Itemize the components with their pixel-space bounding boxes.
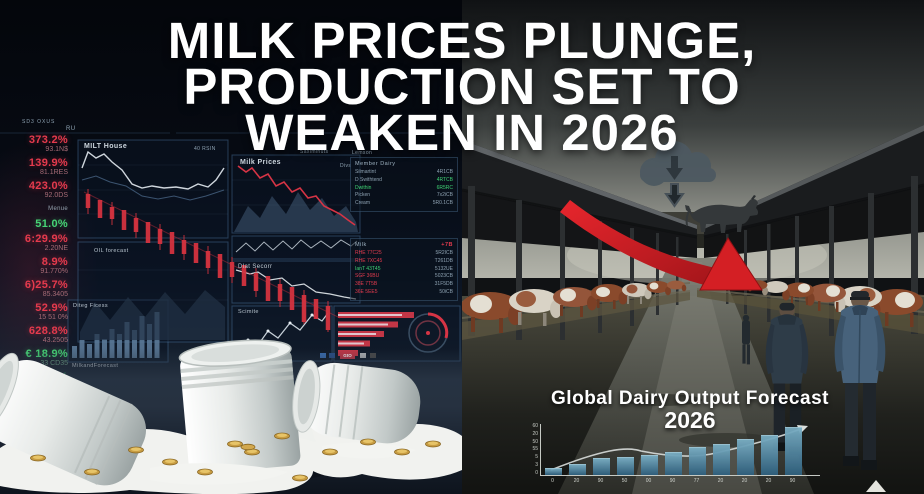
dashboard-header-left: SD3 OXUS	[22, 119, 56, 125]
ticker-item: Menue	[48, 206, 68, 212]
forecast-x-tick: 0	[551, 478, 554, 484]
forecast-plot	[540, 424, 820, 476]
barn-scene: Global Dairy Output Forecast 2026 60 20 50…	[462, 0, 924, 494]
table-title: Milk	[355, 242, 367, 248]
ticker-item: 51.0%	[35, 218, 68, 230]
panel-label-oil: OIL forecast	[94, 248, 129, 254]
table-row: Cream 5R0.1CB	[355, 200, 453, 207]
dashboard-charts-decor	[0, 132, 462, 363]
table-milk: Milk +7B RHE 77C25 5R2ICB RHE 7XC45 T261DB I…	[350, 238, 458, 301]
forecast-y-tick: 55	[532, 446, 538, 453]
forecast-y-tick: 20	[532, 430, 538, 437]
panel-label-milt: MILT House	[84, 143, 128, 150]
forecast-y-tick: 50	[532, 438, 538, 445]
milk-can-right	[292, 360, 421, 444]
table-row: Picken 7x2iCB	[355, 192, 453, 199]
farmer-right	[834, 291, 886, 470]
milk-can-left	[0, 352, 147, 486]
forecast-bar	[761, 435, 778, 475]
cloud-download-icon	[640, 141, 716, 186]
ticker-item: 628.8% 43.2505	[28, 325, 68, 344]
gold-coins	[30, 432, 441, 482]
dashboard-header-right: RU	[66, 126, 76, 132]
forecast-bar-chart: 60 20 50 55 5 3 0 0 20 90 50 00 90 77 20 20 20 90	[524, 424, 820, 490]
headline-line-2: PRODUCTION SET TO	[183, 58, 741, 115]
forecast-x-tick: 20	[573, 478, 580, 484]
spilled-milk-cans	[0, 339, 462, 494]
forecast-bar	[545, 468, 562, 475]
panel-label-milt-right: 40 RSIN	[194, 146, 216, 152]
ticker-item: 52.9% 15 51 0%	[35, 302, 68, 321]
ticker-item: 373.2% 93.1N$	[28, 134, 68, 153]
forecast-bar	[641, 455, 658, 475]
forecast-title: Global Dairy Output Forecast	[551, 388, 829, 409]
dashboard-scene: 373.2% 93.1N$ 139.9% 81.1RES 423.0% 92.0DS Men…	[0, 0, 462, 494]
panel-label-dlat: Dlat Secorr	[238, 264, 273, 270]
table-row: 36E 5EE5 50iCB	[355, 288, 453, 295]
ticker-item: 139.9% 81.1RES	[28, 157, 68, 176]
ticker-item: 8.9% 91.770%	[40, 256, 68, 275]
headline-line-1: MILK PRICES PLUNGE,	[167, 12, 757, 69]
cow-silhouette-icon	[685, 195, 759, 233]
table-row: RHE 77C25 5R2ICB	[355, 250, 453, 256]
forecast-bar	[617, 457, 634, 475]
forecast-bar	[785, 426, 802, 475]
panel-label-milk-prices-right: Divs	[340, 163, 352, 169]
table-row: Silmartint 4R1CB	[355, 169, 453, 175]
panel-label-bars: Diteg Ficess	[73, 303, 109, 309]
forecast-x-labels: 0 20 90 50 00 90 77 20 20 20 90	[540, 476, 820, 484]
forecast-bar	[737, 439, 754, 475]
forecast-x-tick: 00	[645, 478, 652, 484]
panel-label-lemson: Lemson	[352, 150, 373, 156]
table-row: 38E 7T5B 31F5DB	[355, 281, 453, 288]
forecast-year: 2026	[664, 407, 716, 433]
forecast-bar	[713, 443, 730, 475]
ticker-item: 6:29.9% 2.20NE	[24, 233, 68, 252]
up-triangle-marker	[866, 480, 886, 492]
cows-left	[462, 280, 687, 333]
forecast-x-tick: 20	[741, 478, 748, 484]
headline-line-3: WEAKEN IN 2026	[245, 104, 679, 161]
forecast-x-tick: 90	[789, 478, 796, 484]
forecast-x-tick: 90	[597, 478, 604, 484]
forecast-x-tick: 77	[693, 478, 700, 484]
forecast-y-tick: 0	[535, 469, 538, 476]
table-row: SGF 36BU 5023CB	[355, 273, 453, 280]
down-arrow-icon	[664, 183, 685, 208]
forecast-x-tick: 20	[717, 478, 724, 484]
table-badge: +7B	[441, 242, 453, 248]
ticker-item: 423.0% 92.0DS	[28, 180, 68, 199]
forecast-x-tick: 50	[621, 478, 628, 484]
forecast-bar	[593, 458, 610, 475]
forecast-bar	[569, 464, 586, 475]
farmer-distant	[742, 314, 750, 365]
table-row: IanT 43T45 5132UE	[355, 265, 453, 272]
headline: MILK PRICES PLUNGE, PRODUCTION SET TO WE…	[0, 12, 924, 161]
forecast-y-tick: 3	[535, 462, 538, 469]
panel-label-saxim: Saximinuts	[300, 149, 329, 155]
table-title: Member Dairy	[355, 161, 396, 167]
table-row: Dwithin 6R5RC	[355, 184, 453, 191]
table-row: D Swithtend 4RTCB	[355, 176, 453, 183]
panel-label-milk-prices: Milk Prices	[240, 159, 281, 166]
table-member-dairy: Member Dairy Silmartint 4R1CB D Swithtend 4…	[350, 157, 458, 212]
forecast-y-tick: 5	[535, 454, 538, 461]
milk-can-center	[178, 339, 301, 474]
forecast-y-tick: 60	[532, 423, 538, 429]
red-decline-arrow	[560, 200, 763, 291]
table-row: RHE 7XC45 T261DB	[355, 257, 453, 264]
forecast-x-tick: 20	[765, 478, 772, 484]
forecast-bar	[665, 451, 682, 475]
panel-label-scimite: Scimite	[238, 309, 259, 315]
forecast-x-tick: 90	[669, 478, 676, 484]
forecast-y-axis: 60 20 50 55 5 3 0	[524, 424, 540, 476]
forecast-bar	[689, 447, 706, 475]
ticker-item: 6)25.7% 85.3405	[24, 279, 68, 298]
